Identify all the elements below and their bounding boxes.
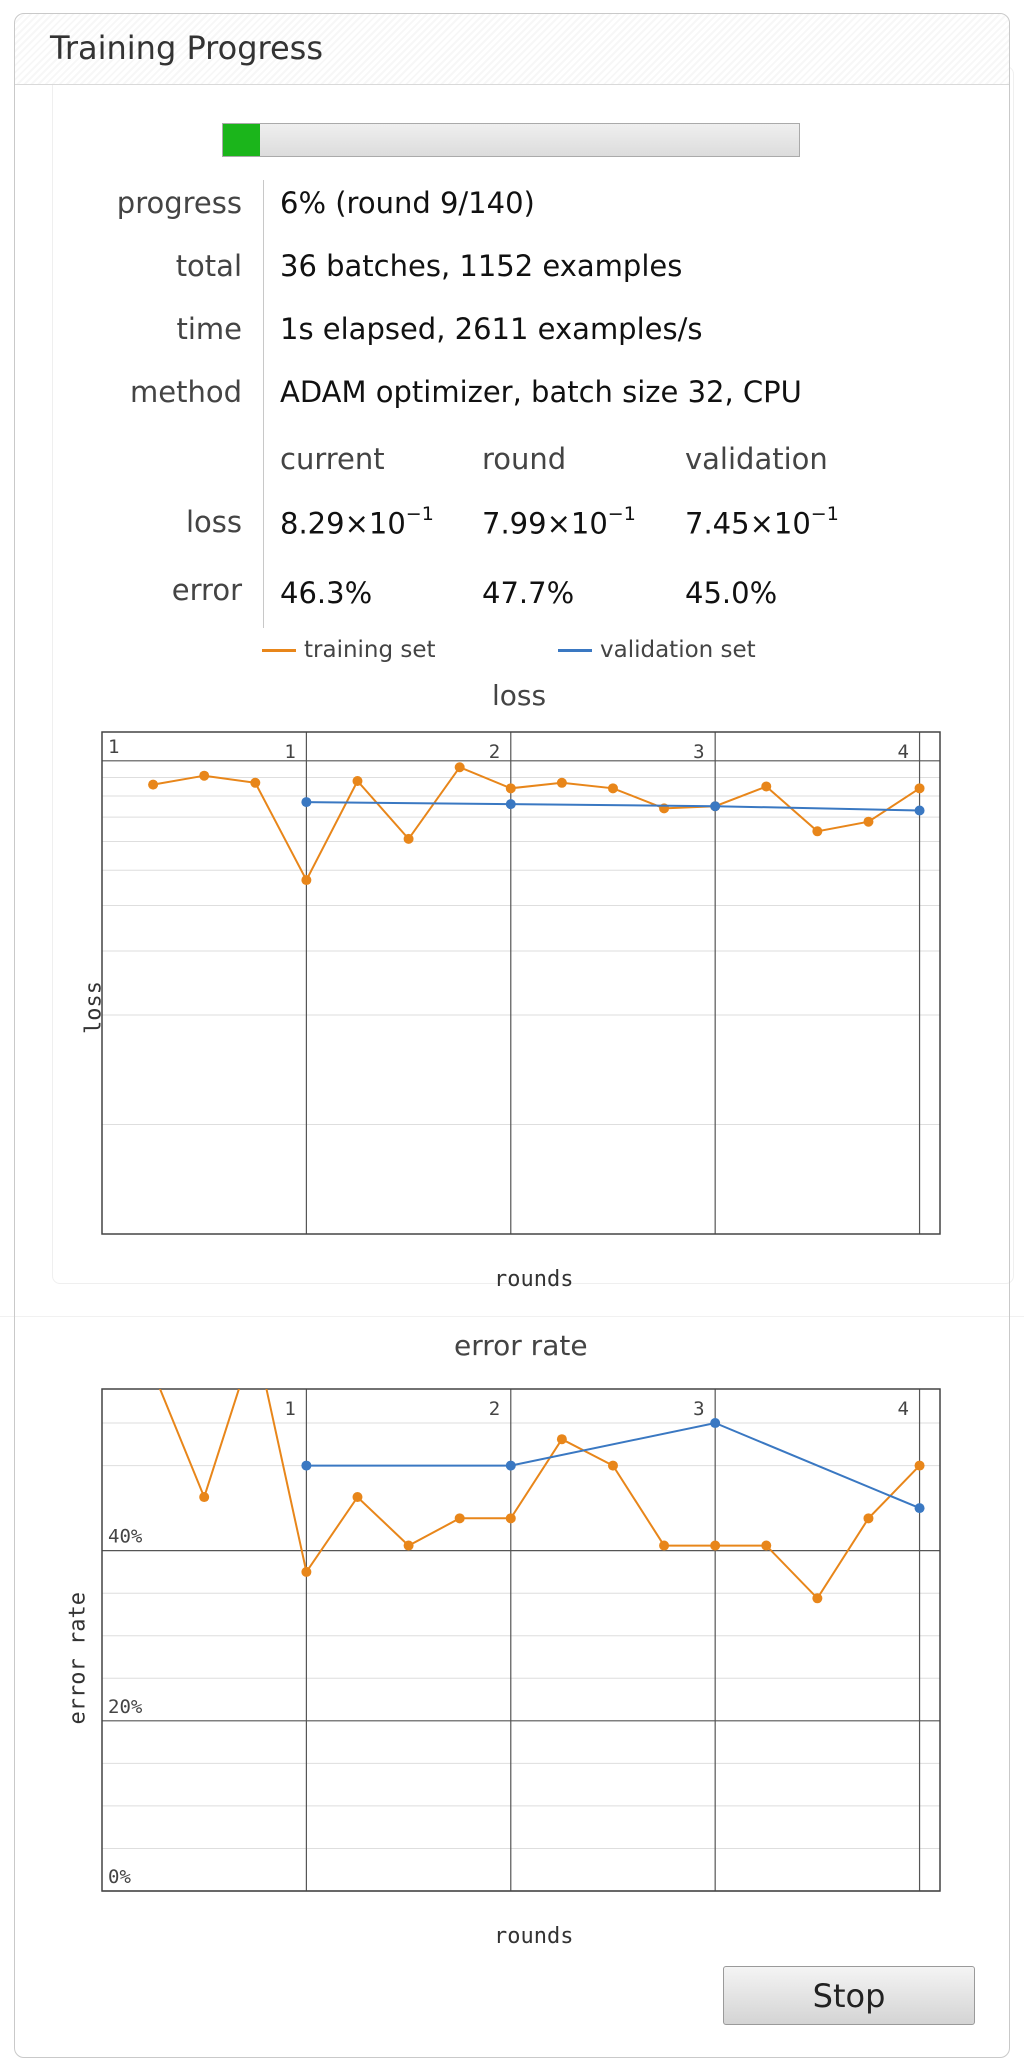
training-set-point	[199, 770, 210, 781]
training-set-point	[659, 1540, 670, 1551]
stats-separator	[263, 180, 264, 628]
x-tick-label: 2	[489, 1398, 500, 1420]
training-set-point	[505, 783, 516, 794]
legend-validation-label: validation set	[600, 637, 756, 663]
training-set-point	[403, 833, 414, 844]
plot-border	[101, 731, 941, 1235]
validation-set-point	[710, 801, 721, 812]
metrics-col-validation: validation	[685, 442, 828, 476]
series-group	[158, 1389, 925, 1604]
background-divider	[0, 1316, 1024, 1317]
method-label: method	[130, 375, 242, 409]
validation-set-point	[914, 1503, 925, 1514]
training-set-point	[914, 1460, 925, 1471]
progress-label: progress	[116, 186, 242, 220]
validation-set-line	[306, 1421, 920, 1510]
y-tick-label: 1	[108, 736, 119, 758]
training-set-point	[505, 1513, 516, 1524]
legend-validation: validation set	[558, 637, 756, 663]
legend-training-label: training set	[304, 637, 436, 663]
x-tick-label: 1	[284, 741, 295, 763]
error-chart-ylabel: error rate	[65, 1592, 91, 1725]
training-set-point	[607, 1460, 618, 1471]
training-set-point	[607, 783, 618, 794]
metrics-col-current: current	[280, 442, 385, 476]
training-set-point	[761, 1540, 772, 1551]
training-set-point	[199, 1492, 210, 1503]
panel-header: Training Progress	[15, 14, 1009, 85]
training-set-line	[158, 1389, 921, 1600]
legend-training: training set	[262, 637, 436, 663]
plot-border	[101, 1388, 941, 1892]
training-progress-panel: Training Progress	[14, 13, 1010, 2058]
plot-area	[102, 1389, 940, 1891]
training-set-line	[152, 765, 921, 883]
x-tick-label: 1	[284, 1398, 295, 1420]
panel-title: Training Progress	[50, 29, 323, 67]
training-set-point	[403, 1540, 414, 1551]
training-set-point	[301, 1566, 312, 1577]
method-value: ADAM optimizer, batch size 32, CPU	[280, 375, 802, 409]
training-set-point	[352, 775, 363, 786]
stop-button[interactable]: Stop	[723, 1966, 975, 2025]
total-value: 36 batches, 1152 examples	[280, 249, 683, 283]
loss-chart-ylabel: loss	[81, 981, 107, 1034]
training-set-point	[148, 779, 159, 790]
time-value: 1s elapsed, 2611 examples/s	[280, 312, 703, 346]
loss-chart-title: loss	[492, 679, 547, 712]
training-set-point	[863, 1513, 874, 1524]
legend-validation-swatch	[558, 649, 592, 652]
training-set-point	[710, 1540, 721, 1551]
loss-chart-xlabel: rounds	[494, 1267, 574, 1292]
loss-validation: 7.45×10−1	[685, 503, 839, 541]
error-chart-xlabel: rounds	[494, 1924, 574, 1949]
training-set-point	[812, 826, 823, 837]
progress-value: 6% (round 9/140)	[280, 186, 535, 220]
metrics-col-round: round	[482, 442, 567, 476]
validation-set-point	[710, 1418, 721, 1429]
x-tick-label: 3	[693, 1398, 704, 1420]
training-set-point	[250, 777, 261, 788]
validation-set-point	[301, 797, 312, 808]
total-label: total	[175, 249, 242, 283]
training-set-point	[812, 1593, 823, 1604]
error-chart-title: error rate	[454, 1329, 588, 1362]
validation-set-point	[914, 805, 925, 816]
error-validation: 45.0%	[685, 576, 778, 610]
y-tick-label: 40%	[108, 1526, 143, 1548]
x-tick-label: 3	[693, 741, 704, 763]
loss-chart: 1 1 2 3 4	[101, 731, 941, 1235]
training-set-point	[301, 875, 312, 886]
error-round: 47.7%	[482, 576, 575, 610]
loss-round: 7.99×10−1	[482, 503, 636, 541]
legend-training-swatch	[262, 649, 296, 652]
training-set-point	[914, 783, 925, 794]
error-chart: 40% 20% 0% 1 2 3 4	[101, 1388, 941, 1892]
loss-label: loss	[185, 505, 242, 539]
x-tick-label: 4	[898, 741, 909, 763]
validation-set-point	[505, 799, 516, 810]
training-set-point	[454, 762, 465, 773]
validation-set-line	[306, 801, 920, 812]
x-tick-label: 4	[898, 1398, 909, 1420]
y-tick-label: 0%	[108, 1866, 131, 1888]
time-label: time	[176, 312, 242, 346]
error-current: 46.3%	[280, 576, 373, 610]
progress-bar	[222, 123, 800, 157]
training-set-point	[556, 1434, 567, 1445]
loss-current: 8.29×10−1	[280, 503, 434, 541]
x-tick-label: 2	[489, 741, 500, 763]
training-set-point	[454, 1513, 465, 1524]
training-set-point	[352, 1492, 363, 1503]
progress-bar-fill	[223, 124, 260, 156]
training-set-point	[761, 781, 772, 792]
series-group	[148, 762, 925, 886]
y-tick-label: 20%	[108, 1696, 143, 1718]
training-set-point	[863, 816, 874, 827]
error-label: error	[171, 573, 242, 607]
validation-set-point	[301, 1460, 312, 1471]
validation-set-point	[505, 1460, 516, 1471]
training-set-point	[556, 777, 567, 788]
